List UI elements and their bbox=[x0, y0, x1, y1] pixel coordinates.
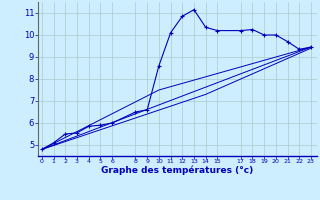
X-axis label: Graphe des températures (°c): Graphe des températures (°c) bbox=[101, 165, 254, 175]
